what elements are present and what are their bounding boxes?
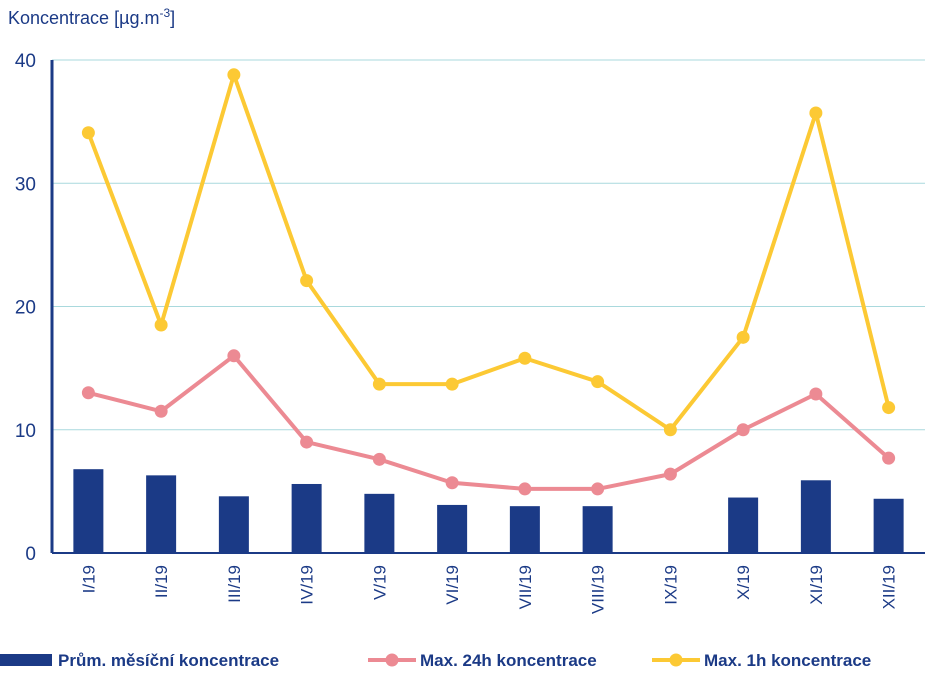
point (445, 377, 459, 391)
x-tick-label: XI/19 (807, 565, 826, 605)
bar (873, 498, 904, 553)
point (445, 476, 459, 490)
bar (291, 483, 322, 553)
point (736, 423, 750, 437)
point (518, 482, 532, 496)
point (809, 387, 823, 401)
point (227, 68, 241, 82)
legend-label: Max. 24h koncentrace (420, 651, 597, 670)
x-tick-label: II/19 (152, 565, 171, 598)
point (300, 274, 314, 288)
x-tick-label: VII/19 (516, 565, 535, 609)
y-axis-label-sup: -3 (159, 6, 170, 20)
y-tick-label: 0 (25, 544, 36, 565)
point (663, 467, 677, 481)
x-tick-label: X/19 (734, 565, 753, 600)
x-tick-label: IX/19 (661, 565, 680, 605)
bar (364, 493, 395, 553)
point (736, 330, 750, 344)
point (372, 377, 386, 391)
y-tick-label: 20 (15, 298, 36, 319)
point (591, 375, 605, 389)
point (81, 386, 95, 400)
legend-swatch (385, 653, 399, 667)
legend-label: Prům. měsíční koncentrace (58, 651, 279, 670)
y-axis-label-part: ] (170, 8, 175, 28)
x-tick-label: V/19 (370, 565, 389, 600)
y-tick-label: 10 (15, 421, 36, 442)
x-tick-label: III/19 (225, 565, 244, 603)
bar (728, 497, 759, 553)
bar (509, 506, 540, 553)
bar (800, 480, 831, 553)
point (663, 423, 677, 437)
legend-swatch (669, 653, 683, 667)
x-tick-label: VIII/19 (589, 565, 608, 614)
bar (218, 496, 249, 553)
point (591, 482, 605, 496)
point (154, 318, 168, 332)
point (809, 106, 823, 120)
x-tick-label: XII/19 (880, 565, 899, 609)
point (882, 451, 896, 465)
legend-swatch (0, 654, 52, 666)
x-tick-label: IV/19 (298, 565, 317, 605)
y-axis-label-part: Koncentrace [µg.m (8, 8, 159, 28)
legend-label: Max. 1h koncentrace (704, 651, 871, 670)
point (81, 126, 95, 140)
x-tick-label: I/19 (79, 565, 98, 593)
point (372, 452, 386, 466)
point (227, 349, 241, 363)
y-tick-label: 40 (15, 51, 36, 72)
bar (146, 475, 177, 553)
y-tick-label: 30 (15, 174, 36, 195)
line (86, 72, 891, 432)
x-tick-label: VI/19 (443, 565, 462, 605)
point (154, 404, 168, 418)
point (300, 435, 314, 449)
bar (73, 469, 104, 553)
point (518, 351, 532, 365)
bar (437, 504, 468, 553)
line (87, 353, 890, 491)
y-axis-label: Koncentrace [µg.m-3] (8, 6, 175, 28)
bar (582, 506, 613, 553)
point (882, 401, 896, 415)
